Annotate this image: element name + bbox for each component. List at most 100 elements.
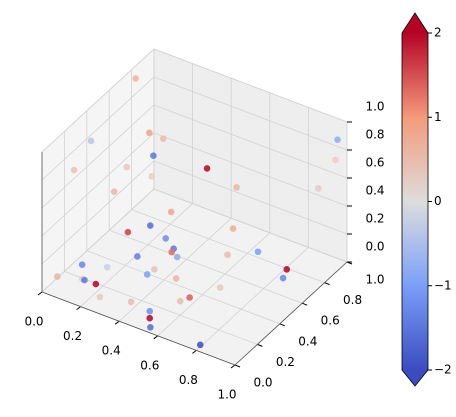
y-tick-label: 0.8 [343,293,362,307]
x-tick-label: 0.8 [179,373,198,387]
colorbar-tick-label: 2 [434,26,442,40]
grid-line [86,250,280,325]
y-tick [257,343,263,347]
x-tick [153,335,159,340]
grid-line [41,132,155,237]
point [92,280,100,288]
grid-line [118,217,232,322]
grid-line [153,132,348,207]
point [254,248,262,256]
point [196,341,204,349]
point [186,294,193,301]
y-tick-label: 0.4 [298,334,317,348]
grid-line [41,188,155,293]
point [229,225,237,232]
grid-line [109,229,303,304]
point [143,271,151,278]
x-tick-label: 0.0 [24,315,43,329]
point [147,222,154,229]
point [159,135,167,142]
x-tick [76,306,81,311]
axis-line [234,261,348,366]
colorbar-tick-label: 1 [434,110,442,124]
point [53,273,61,280]
grid-line [131,209,325,283]
colorbar-tick-label: −1 [434,278,452,292]
x-tick-label: 0.6 [140,358,159,372]
point [332,156,339,164]
x-tick-label: 1.0 [217,388,236,402]
point [146,307,153,315]
point [147,323,154,331]
z-tick-label: 0.4 [365,184,384,198]
grid-line [153,188,348,263]
point [162,235,170,242]
point [172,275,180,282]
point [216,284,224,291]
grid-line [157,232,271,337]
point [151,266,158,273]
point [81,276,88,284]
point [314,185,322,192]
z-tick-label: 1.0 [365,100,384,114]
point [127,298,135,306]
y-tick-label: 0.2 [276,355,295,369]
grid-line [41,76,155,181]
x-tick-label: 0.2 [63,329,82,343]
z-tick-label: 0.8 [365,128,384,142]
z-tick-label: 0.2 [365,212,384,226]
point [110,188,118,195]
x-tick-label: 0.4 [102,344,121,358]
point [167,208,175,216]
grid-line [153,76,348,151]
axis-line [41,291,236,366]
grid-line [153,48,348,123]
point [168,248,176,256]
point [134,253,141,260]
point [150,152,157,159]
point [224,251,231,259]
point [173,253,181,261]
point [334,136,341,143]
colorbar-tick-label: −2 [434,363,452,377]
x-tick [114,320,120,325]
point [176,297,184,305]
point [123,163,131,171]
point [146,129,153,137]
y-tick [302,302,308,306]
point [132,75,139,82]
grid-line [41,48,155,153]
point [233,184,240,191]
grid-line [153,160,348,235]
y-tick [279,323,285,327]
y-tick-label: 0.0 [253,376,272,390]
colorbar [402,33,428,370]
point [148,172,155,180]
y-tick-label: 0.6 [321,314,340,328]
point [283,266,291,273]
point [103,263,111,271]
point [203,165,211,172]
grid-line [153,104,348,179]
point [124,228,132,236]
point [70,166,78,174]
point [146,314,153,322]
grid-line [41,160,155,265]
point [279,274,287,282]
z-tick-label: 0.0 [365,240,384,254]
colorbar-tick-label: 0 [434,194,442,208]
x-tick [192,349,197,354]
colorbar-extend-top [402,13,428,33]
y-tick-label: 1.0 [365,273,384,287]
point [96,293,104,301]
x-tick [230,364,236,369]
grid-line [41,104,155,209]
point [78,261,86,268]
y-tick [324,282,330,286]
colorbar-extend-bottom [402,370,428,386]
y-tick [234,364,241,368]
x-tick [37,291,43,296]
z-tick-label: 0.6 [365,156,384,170]
grid-line [196,247,309,351]
